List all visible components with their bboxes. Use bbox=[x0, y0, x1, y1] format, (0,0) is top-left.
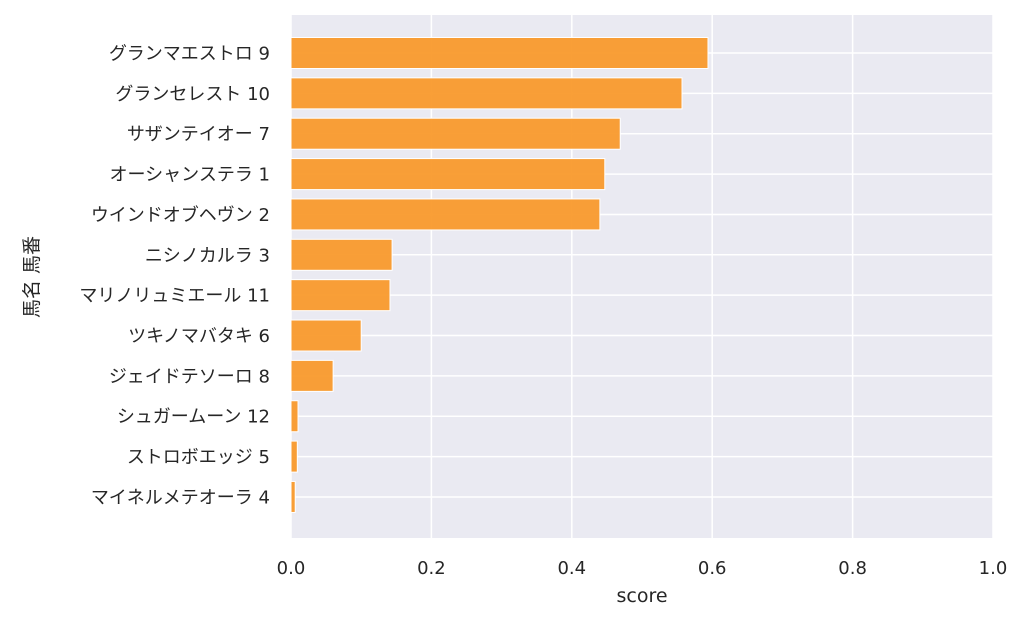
bar bbox=[290, 198, 601, 231]
y-tick-label: シュガームーン 12 bbox=[117, 407, 270, 428]
y-tick-label: ウインドオブヘヴン 2 bbox=[91, 204, 270, 226]
x-tick-label: 0.2 bbox=[417, 558, 446, 579]
y-tick-label: ジェイドテソーロ 8 bbox=[109, 366, 270, 387]
y-tick-label: マイネルメテオーラ 4 bbox=[91, 487, 270, 508]
bar bbox=[290, 319, 362, 352]
bar bbox=[290, 117, 621, 150]
bar bbox=[290, 400, 299, 433]
bar bbox=[290, 158, 606, 191]
bar bbox=[290, 37, 709, 69]
y-tick-label: ニシノカルラ 3 bbox=[145, 245, 270, 266]
y-tick-label: グランセレスト 10 bbox=[115, 84, 270, 105]
bar bbox=[290, 440, 298, 473]
x-tick-label: 0.0 bbox=[277, 558, 306, 579]
y-tick-label: グランマエストロ 9 bbox=[109, 44, 270, 65]
x-tick-label: 0.4 bbox=[557, 558, 586, 579]
x-axis-label: score bbox=[616, 585, 667, 607]
bar bbox=[290, 279, 391, 312]
y-tick-label: マリノリュミエール 11 bbox=[79, 286, 270, 307]
y-tick-label: オーシャンステラ 1 bbox=[110, 165, 270, 186]
y-axis-label: 馬名 馬番 bbox=[21, 236, 43, 318]
x-tick-label: 0.8 bbox=[838, 558, 867, 579]
y-tick-label: ツキノマバタキ 6 bbox=[128, 326, 270, 347]
y-tick-label: サザンテイオー 7 bbox=[127, 124, 270, 145]
bar bbox=[290, 238, 393, 271]
y-tick-label: ストロボエッジ 5 bbox=[127, 447, 270, 468]
bar bbox=[290, 480, 296, 513]
x-tick-label: 1.0 bbox=[979, 558, 1008, 579]
bar bbox=[290, 359, 334, 392]
x-tick-label: 0.6 bbox=[698, 558, 727, 579]
bar bbox=[290, 77, 683, 110]
